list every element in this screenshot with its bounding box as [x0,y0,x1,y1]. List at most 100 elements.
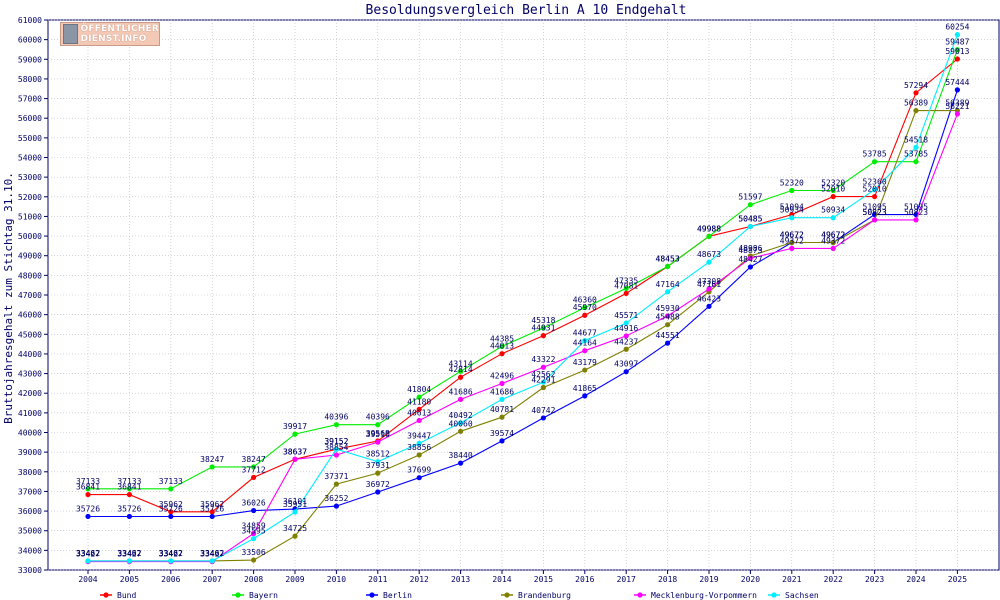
data-label: 43114 [449,359,473,368]
data-label: 51094 [780,203,804,212]
data-label: 39152 [324,437,348,446]
y-tick-label: 55000 [18,134,42,143]
x-tick-label: 2014 [492,575,511,584]
data-label: 33462 [200,549,224,558]
y-tick-label: 60000 [18,36,42,45]
data-point [416,452,422,458]
data-label: 35726 [159,504,183,513]
y-tick-label: 59000 [18,55,42,64]
x-tick-label: 2006 [161,575,180,584]
data-point [375,439,381,445]
data-point [292,509,298,515]
x-tick-label: 2010 [327,575,346,584]
data-point [830,187,836,194]
data-point [499,396,505,402]
legend-label-2: Bayern [249,591,278,600]
data-point [416,440,422,446]
data-label: 38247 [242,455,266,464]
data-point [913,159,919,165]
data-label: 60254 [945,23,969,32]
data-label: 50823 [863,208,887,217]
data-point [251,474,257,481]
data-label: 36101 [283,497,307,506]
data-label: 49372 [780,236,804,245]
y-tick-label: 44000 [18,350,42,359]
data-point [333,452,339,458]
data-point [251,557,257,563]
data-label: 40781 [490,405,514,414]
data-point [458,460,464,466]
data-point [954,111,961,117]
x-tick-label: 2020 [741,575,760,584]
data-point [251,464,257,470]
data-point [458,428,464,434]
data-point [499,343,505,349]
data-label: 40060 [449,419,473,428]
data-point [375,459,381,465]
data-label: 51095 [904,203,928,212]
data-label: 38440 [449,451,473,460]
data-label: 35726 [117,504,141,513]
legend-marker-5 [637,592,643,598]
data-point [789,239,795,246]
legend-marker-2 [235,592,241,598]
data-label: 48453 [656,254,680,263]
data-label: 52360 [863,178,887,187]
data-label: 53785 [863,150,887,159]
data-label: 33462 [159,549,183,558]
data-label: 49672 [780,231,804,240]
data-label: 35962 [159,500,183,509]
data-label: 42496 [490,371,514,380]
data-point [623,333,629,339]
data-label: 34595 [242,527,266,536]
data-label: 41686 [490,387,514,396]
data-label: 35726 [200,504,224,513]
data-label: 50485 [738,215,762,224]
series-line-5 [88,113,958,563]
data-label: 56389 [945,99,969,108]
y-tick-label: 33000 [18,566,42,575]
data-point [747,202,754,208]
y-tick-label: 34000 [18,546,42,555]
data-label: 42291 [531,375,555,384]
y-tick-label: 58000 [18,75,42,84]
data-point [830,245,836,252]
data-label: 43179 [573,358,597,367]
data-label: 48873 [738,246,762,255]
data-point [126,491,132,498]
data-point [333,481,339,487]
data-point [458,420,464,426]
data-label: 46423 [697,294,721,303]
data-point [333,446,339,452]
data-label: 33427 [76,550,100,559]
data-point [913,217,919,223]
x-tick-label: 2024 [906,575,925,584]
data-point [623,290,629,297]
data-label: 48453 [656,254,680,263]
data-label: 35962 [200,500,224,509]
data-label: 37133 [76,477,100,486]
x-tick-label: 2018 [658,575,677,584]
data-point [540,384,547,391]
y-tick-label: 43000 [18,370,42,379]
data-point [168,486,174,492]
data-point [209,464,215,470]
data-label: 43097 [614,360,638,369]
data-label: 53785 [904,150,928,159]
data-point [416,475,422,481]
data-label: 50934 [780,206,804,215]
logo-text: ÖFFENTLICHER DIENST.INFO [81,24,159,44]
data-point [126,513,132,520]
data-point [209,513,215,520]
data-label: 33462 [200,549,224,558]
y-tick-label: 36000 [18,507,42,516]
data-label: 36252 [324,494,348,503]
data-label: 33427 [200,550,224,559]
data-label: 40396 [324,413,348,422]
data-point [913,144,919,150]
data-point [913,107,919,114]
data-label: 39510 [366,430,390,439]
legend-label-3: Berlin [383,591,412,600]
